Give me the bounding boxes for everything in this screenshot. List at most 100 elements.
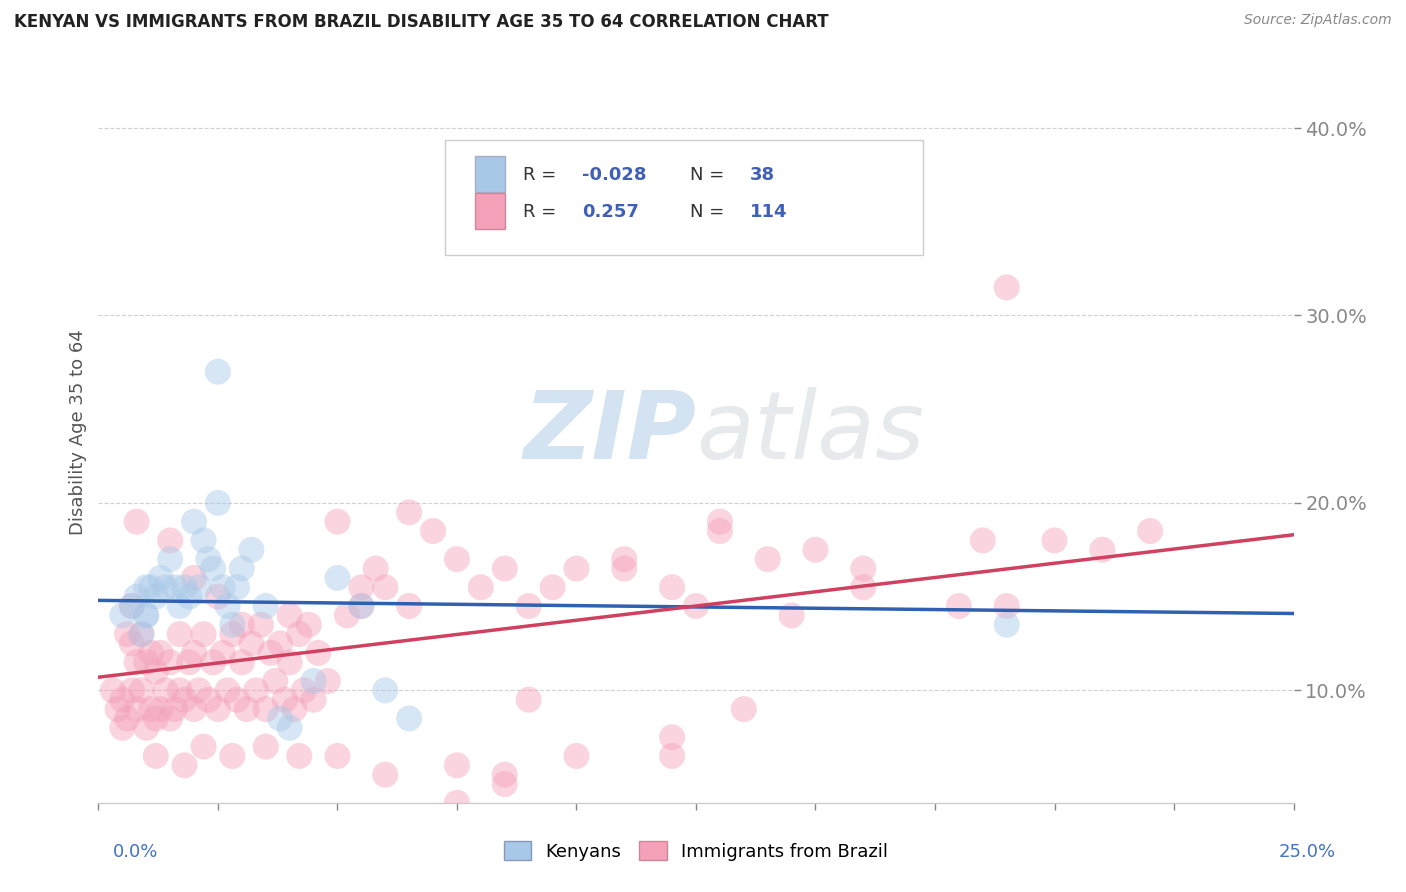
Point <box>350 599 373 613</box>
Point <box>173 692 195 706</box>
Point <box>517 692 540 706</box>
Point <box>101 683 124 698</box>
Point <box>307 646 329 660</box>
Text: N =: N = <box>690 166 730 184</box>
Point <box>121 599 143 613</box>
Point <box>207 365 229 379</box>
Point <box>173 758 195 772</box>
Point <box>852 580 875 594</box>
Point <box>163 580 186 594</box>
Legend: Kenyans, Immigrants from Brazil: Kenyans, Immigrants from Brazil <box>496 834 896 868</box>
Point <box>374 683 396 698</box>
Point <box>131 683 153 698</box>
Point <box>169 599 191 613</box>
Point <box>302 673 325 688</box>
Point <box>995 280 1018 294</box>
Point <box>155 683 177 698</box>
Point <box>107 702 129 716</box>
Point <box>804 542 827 557</box>
Point <box>111 608 134 623</box>
Point <box>135 721 157 735</box>
Point <box>187 683 209 698</box>
Point <box>187 580 209 594</box>
Point <box>709 524 731 538</box>
Point <box>298 617 321 632</box>
Point <box>221 617 243 632</box>
Point <box>207 496 229 510</box>
Point <box>115 711 138 725</box>
Point <box>193 533 215 548</box>
Point <box>159 533 181 548</box>
Point <box>221 627 243 641</box>
Point <box>661 730 683 744</box>
FancyBboxPatch shape <box>475 194 505 229</box>
Point <box>733 702 755 716</box>
Point <box>139 702 162 716</box>
Point <box>139 580 162 594</box>
Point <box>1043 533 1066 548</box>
Point <box>780 608 803 623</box>
Point <box>1139 524 1161 538</box>
Point <box>235 702 257 716</box>
Point <box>183 571 205 585</box>
Point <box>131 627 153 641</box>
Point <box>179 590 201 604</box>
Point <box>135 580 157 594</box>
Point <box>541 580 564 594</box>
Point <box>292 683 315 698</box>
Point <box>149 702 172 716</box>
Point <box>613 552 636 566</box>
Point <box>494 767 516 781</box>
Point <box>145 748 167 763</box>
Point <box>517 599 540 613</box>
Point <box>259 646 281 660</box>
Point <box>283 702 305 716</box>
Point <box>145 590 167 604</box>
Text: KENYAN VS IMMIGRANTS FROM BRAZIL DISABILITY AGE 35 TO 64 CORRELATION CHART: KENYAN VS IMMIGRANTS FROM BRAZIL DISABIL… <box>14 13 828 31</box>
Point <box>302 692 325 706</box>
Point <box>250 617 273 632</box>
Point <box>254 702 277 716</box>
Point <box>231 617 253 632</box>
Text: 38: 38 <box>749 166 775 184</box>
Text: 25.0%: 25.0% <box>1278 843 1336 861</box>
Point <box>135 608 157 623</box>
Point <box>470 580 492 594</box>
Text: atlas: atlas <box>696 387 924 478</box>
Point <box>231 655 253 669</box>
Point <box>661 580 683 594</box>
Point <box>494 561 516 575</box>
Point <box>145 711 167 725</box>
Point <box>240 542 263 557</box>
Point <box>326 571 349 585</box>
Point <box>398 599 420 613</box>
Point <box>111 721 134 735</box>
Point <box>398 711 420 725</box>
Text: ZIP: ZIP <box>523 386 696 479</box>
Text: R =: R = <box>523 166 561 184</box>
Point <box>155 580 177 594</box>
Text: Source: ZipAtlas.com: Source: ZipAtlas.com <box>1244 13 1392 28</box>
Point <box>183 702 205 716</box>
Y-axis label: Disability Age 35 to 64: Disability Age 35 to 64 <box>69 330 87 535</box>
Point <box>948 599 970 613</box>
Point <box>336 608 359 623</box>
Point <box>193 627 215 641</box>
Point <box>217 599 239 613</box>
Point <box>202 561 225 575</box>
Point <box>254 739 277 754</box>
Point <box>169 683 191 698</box>
Point <box>163 702 186 716</box>
FancyBboxPatch shape <box>446 140 922 255</box>
Point <box>221 748 243 763</box>
Point <box>179 655 201 669</box>
Point <box>202 655 225 669</box>
Point <box>149 646 172 660</box>
Point <box>245 683 267 698</box>
Point <box>350 599 373 613</box>
Point <box>217 683 239 698</box>
Point <box>374 767 396 781</box>
Point <box>852 561 875 575</box>
Point <box>159 711 181 725</box>
Point <box>125 702 148 716</box>
